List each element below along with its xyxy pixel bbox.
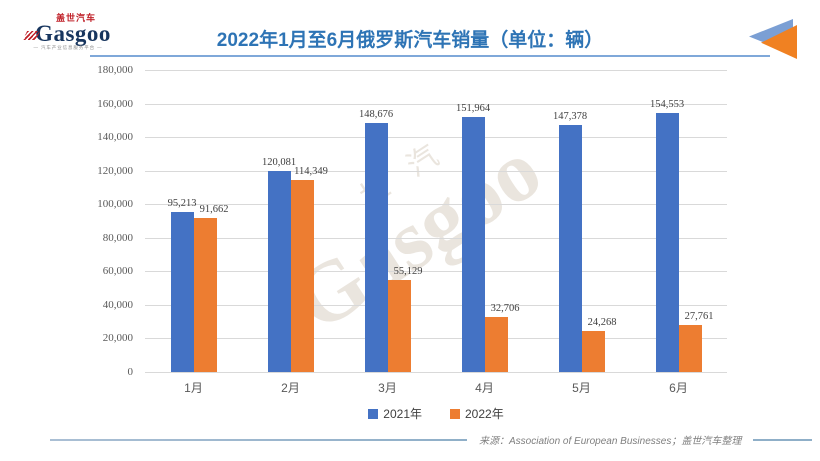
legend: 2021年 2022年 bbox=[145, 405, 727, 422]
bar-value-label: 114,349 bbox=[294, 166, 328, 178]
gridline bbox=[145, 103, 727, 105]
bar-value-label: 27,761 bbox=[684, 311, 714, 323]
y-axis-tick: 180,000 bbox=[97, 64, 133, 76]
logo-tagline: — 汽车产业信息服务平台 — bbox=[33, 45, 103, 51]
bar-2022年-2月 bbox=[290, 180, 314, 372]
gridline bbox=[145, 271, 727, 273]
legend-item-2021年: 2021年 bbox=[368, 405, 422, 422]
bar-2021年-1月 bbox=[170, 212, 194, 372]
legend-item-2022年: 2022年 bbox=[450, 405, 504, 422]
y-axis-tick: 60,000 bbox=[102, 265, 133, 278]
y-axis-tick: 140,000 bbox=[97, 131, 133, 144]
gridline bbox=[145, 338, 727, 340]
bar-2022年-3月 bbox=[387, 279, 411, 372]
x-axis-tick: 2月 bbox=[281, 381, 300, 395]
bar-group: 151,964 32,706 4月 bbox=[436, 70, 533, 395]
bar-value-label: 148,676 bbox=[358, 108, 394, 120]
gridline bbox=[145, 204, 727, 206]
x-axis-tick: 1月 bbox=[184, 381, 203, 395]
plot-area: 95,213 91,662 1月 120,081 114,349 2月 148,676 55,… bbox=[145, 70, 727, 395]
y-axis: 0 20,000 40,000 60,000 80,000 100,000 120,000 1… bbox=[53, 64, 133, 378]
bar-group: 147,378 24,268 5月 bbox=[533, 70, 630, 395]
bar-2022年-4月 bbox=[484, 317, 508, 372]
logo-en-text: Gasgoo bbox=[35, 21, 111, 46]
y-axis-tick: 40,000 bbox=[102, 298, 133, 311]
x-axis-tick: 3月 bbox=[378, 381, 397, 395]
gridline bbox=[145, 137, 727, 139]
gridline bbox=[145, 372, 727, 373]
bar-group: 95,213 91,662 1月 bbox=[145, 70, 242, 395]
bar-2021年-3月 bbox=[364, 122, 388, 372]
gridline bbox=[145, 70, 727, 71]
bar-2021年-2月 bbox=[267, 170, 291, 372]
bar-value-label: 120,081 bbox=[261, 156, 297, 168]
bar-2021年-5月 bbox=[558, 124, 582, 372]
x-axis-tick: 6月 bbox=[669, 381, 688, 395]
bar-value-label: 151,964 bbox=[455, 103, 491, 115]
bar-value-label: 24,268 bbox=[587, 317, 617, 329]
source-text: 来源：Association of European Businesses；盖世… bbox=[479, 436, 742, 447]
y-axis-tick: 80,000 bbox=[102, 231, 133, 244]
legend-swatch bbox=[450, 408, 460, 419]
legend-swatch bbox=[368, 408, 379, 419]
bar-value-label: 95,213 bbox=[167, 198, 197, 210]
footer-line-left bbox=[50, 438, 467, 441]
footer-line-right bbox=[753, 438, 812, 441]
gasgoo-logo: 盖世汽车 Gasgoo — 汽车产业信息服务平台 — bbox=[16, 13, 120, 52]
legend-label: 2022年 bbox=[465, 407, 504, 421]
bar-group: 148,676 55,129 3月 bbox=[339, 70, 436, 395]
gridline bbox=[145, 237, 727, 239]
logo-cn-text: 盖世汽车 bbox=[55, 13, 96, 23]
x-axis-tick: 4月 bbox=[475, 381, 494, 395]
x-axis-tick: 5月 bbox=[572, 381, 591, 395]
y-axis-tick: 0 bbox=[127, 366, 134, 378]
legend-label: 2021年 bbox=[383, 407, 422, 421]
bar-2022年-1月 bbox=[193, 218, 217, 372]
bar-value-label: 147,378 bbox=[552, 110, 588, 122]
bar-group: 154,553 27,761 6月 bbox=[630, 70, 727, 395]
logo-wordmark: Gasgoo bbox=[16, 21, 120, 46]
page-title: 2022年1月至6月俄罗斯汽车销量（单位：辆） bbox=[216, 30, 604, 51]
footer: 来源：Association of European Businesses；盖世… bbox=[50, 432, 812, 447]
y-axis-tick: 120,000 bbox=[97, 164, 133, 177]
bar-2021年-4月 bbox=[461, 117, 485, 372]
bar-group: 120,081 114,349 2月 bbox=[242, 70, 339, 395]
gridline bbox=[145, 170, 727, 172]
bar-value-label: 55,129 bbox=[393, 265, 423, 277]
bar-value-label: 154,553 bbox=[649, 98, 685, 110]
gridline bbox=[145, 304, 727, 306]
bar-value-label: 91,662 bbox=[199, 204, 229, 216]
y-axis-tick: 100,000 bbox=[97, 198, 133, 211]
y-axis-tick: 20,000 bbox=[102, 332, 133, 345]
bar-2021年-6月 bbox=[655, 112, 679, 372]
bar-2022年-6月 bbox=[678, 325, 702, 372]
y-axis-tick: 160,000 bbox=[97, 97, 133, 110]
title-underline bbox=[90, 55, 770, 57]
bar-value-label: 32,706 bbox=[490, 303, 520, 315]
bar-2022年-5月 bbox=[581, 331, 605, 372]
